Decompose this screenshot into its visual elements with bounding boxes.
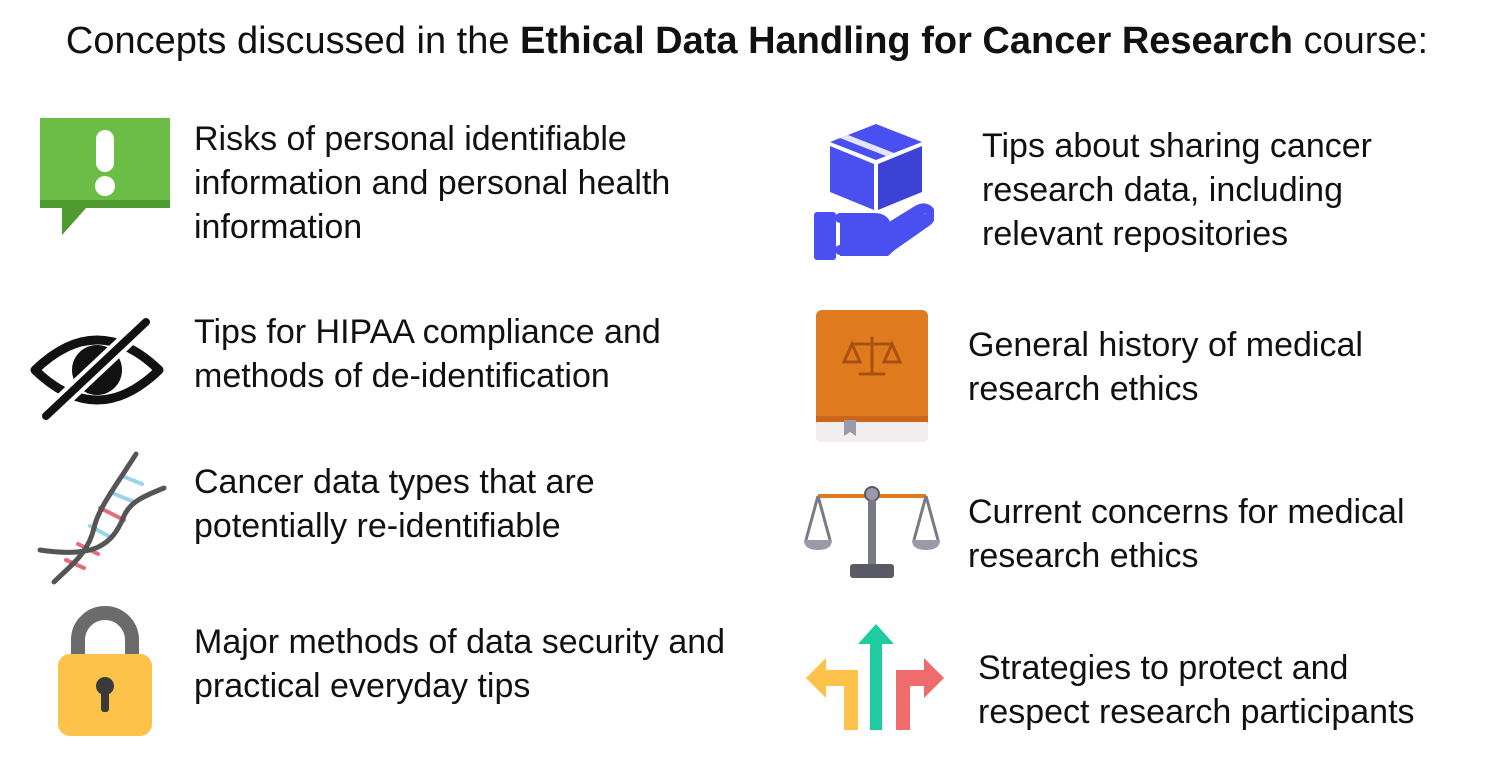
padlock-icon: [56, 604, 154, 738]
item-line: research ethics: [968, 537, 1199, 575]
course-name: Ethical Data Handling for Cancer Researc…: [520, 20, 1293, 62]
item-line: information: [194, 208, 363, 246]
item-line: research ethics: [968, 370, 1199, 408]
eye-slash-icon: [30, 316, 164, 422]
item-line: Tips about sharing cancer: [982, 127, 1372, 165]
item-line: Cancer data types that are: [194, 463, 595, 501]
title-prefix: Concepts discussed in the: [65, 20, 521, 62]
item-line: Tips for HIPAA compliance and: [194, 313, 661, 351]
page-title: Concepts discussed in the Ethical Data H…: [0, 14, 1494, 68]
alert-speech-bubble-icon: [38, 114, 172, 238]
item-line: relevant repositories: [982, 215, 1289, 253]
diverging-arrows-icon: [806, 624, 944, 730]
item-line: research data, including: [982, 171, 1344, 209]
dna-helix-icon: [36, 450, 172, 588]
item-line: Risks of personal identifiable: [194, 120, 627, 158]
item-line: practical everyday tips: [194, 667, 531, 705]
item-line: Current concerns for medical: [968, 493, 1405, 531]
item-line: respect research participants: [978, 693, 1415, 731]
title-suffix: course:: [1292, 20, 1429, 62]
item-line: General history of medical: [968, 326, 1363, 364]
item-line: Strategies to protect and: [978, 649, 1349, 687]
item-line: Major methods of data security and: [194, 623, 726, 661]
item-line: information and personal health: [194, 164, 671, 202]
item-line: methods of de-identification: [194, 357, 610, 395]
hand-holding-box-icon: [812, 122, 934, 262]
law-book-icon: [816, 308, 928, 444]
balance-scale-icon: [804, 484, 940, 582]
item-line: potentially re-identifiable: [194, 507, 561, 545]
